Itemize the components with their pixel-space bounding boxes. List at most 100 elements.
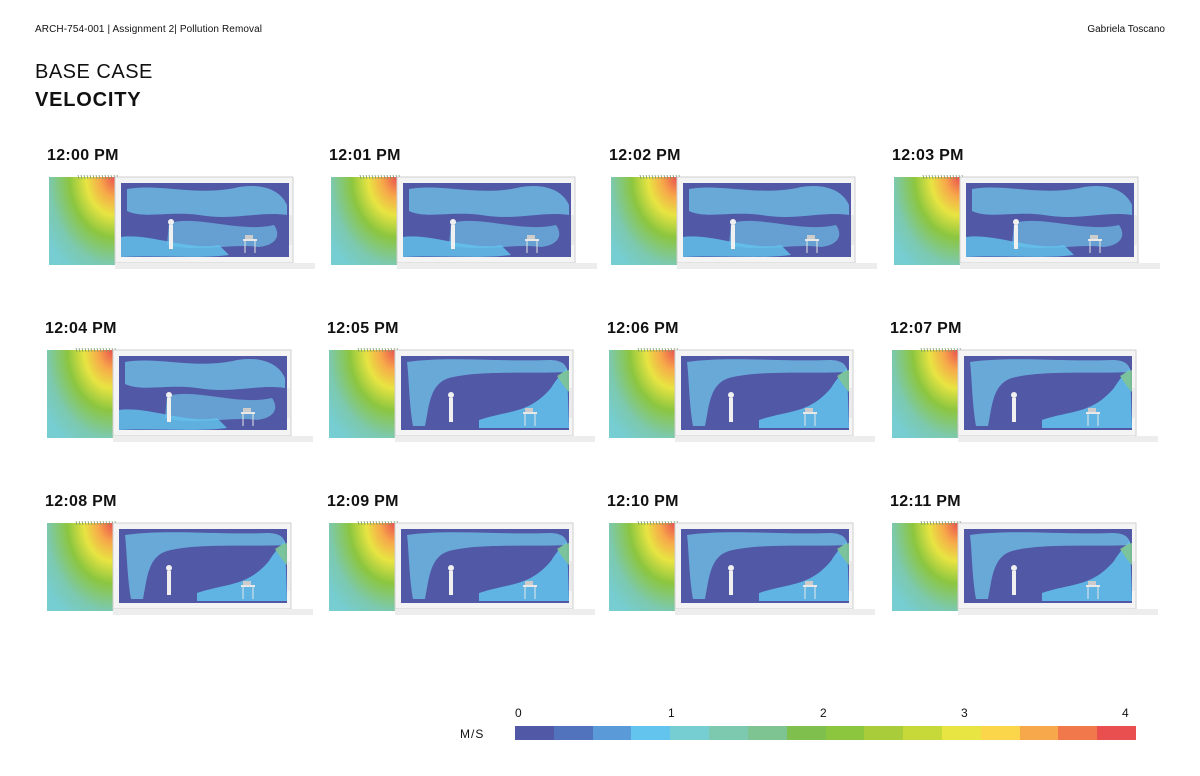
legend-tick: 1 xyxy=(668,706,675,720)
timestep-label: 12:08 PM xyxy=(45,493,117,510)
timestep-label: 12:10 PM xyxy=(607,493,679,510)
exterior-velocity-field xyxy=(329,350,395,438)
velocity-simulation-diagram xyxy=(331,175,597,269)
exterior-velocity-field xyxy=(331,177,397,265)
floor-slab xyxy=(958,609,1158,615)
floor-slab xyxy=(677,263,877,269)
velocity-simulation-diagram xyxy=(892,348,1158,442)
legend-swatch xyxy=(825,726,865,740)
legend-tick: 0 xyxy=(515,706,522,720)
timestep-panel: 12:07 PM xyxy=(890,320,1160,480)
timestep-panel: 12:04 PM xyxy=(45,320,315,480)
desk xyxy=(523,412,537,414)
floor-slab xyxy=(397,263,597,269)
exterior-velocity-field xyxy=(329,523,395,611)
occupant-figure xyxy=(731,225,735,249)
occupant-figure xyxy=(167,571,171,595)
timestep-label: 12:06 PM xyxy=(607,320,679,337)
occupant-figure xyxy=(729,398,733,422)
floor-slab xyxy=(675,436,875,442)
legend-swatch xyxy=(592,726,632,740)
legend-swatch xyxy=(980,726,1020,740)
desk xyxy=(805,239,819,241)
velocity-simulation-diagram xyxy=(47,348,313,442)
legend-swatch xyxy=(1058,726,1098,740)
legend-tick: 4 xyxy=(1122,706,1129,720)
occupant-figure xyxy=(451,225,455,249)
legend-swatch xyxy=(903,726,942,740)
header-author: Gabriela Toscano xyxy=(1087,24,1165,35)
legend-color-bar xyxy=(515,726,1136,740)
timestep-panel: 12:00 PM xyxy=(47,147,317,307)
velocity-simulation-diagram xyxy=(329,348,595,442)
timestep-panel: 12:08 PM xyxy=(45,493,315,653)
timestep-panel: 12:06 PM xyxy=(607,320,877,480)
velocity-simulation-diagram xyxy=(611,175,877,269)
occupant-figure xyxy=(167,398,171,422)
exterior-velocity-field xyxy=(47,350,113,438)
timestep-label: 12:03 PM xyxy=(892,147,964,164)
timestep-label: 12:09 PM xyxy=(327,493,399,510)
occupant-figure xyxy=(449,398,453,422)
legend-swatch xyxy=(786,726,826,740)
occupant-figure xyxy=(1014,225,1018,249)
legend-swatch xyxy=(1019,726,1059,740)
velocity-simulation-diagram xyxy=(892,521,1158,615)
timestep-panel: 12:10 PM xyxy=(607,493,877,653)
floor-slab xyxy=(113,609,313,615)
timestep-label: 12:04 PM xyxy=(45,320,117,337)
desk xyxy=(803,585,817,587)
legend-swatch xyxy=(631,726,671,740)
timestep-label: 12:05 PM xyxy=(327,320,399,337)
occupant-figure xyxy=(1012,398,1016,422)
legend-swatch xyxy=(747,726,787,740)
desk xyxy=(243,239,257,241)
velocity-simulation-diagram xyxy=(329,521,595,615)
floor-slab xyxy=(675,609,875,615)
desk xyxy=(525,239,539,241)
floor-slab xyxy=(958,436,1158,442)
page-subtitle: VELOCITY xyxy=(35,89,142,111)
legend-tick: 2 xyxy=(820,706,827,720)
exterior-velocity-field xyxy=(47,523,113,611)
desk xyxy=(241,412,255,414)
floor-slab xyxy=(395,609,595,615)
exterior-velocity-field xyxy=(609,523,675,611)
legend-swatch xyxy=(709,726,748,740)
velocity-simulation-diagram xyxy=(609,348,875,442)
floor-slab xyxy=(960,263,1160,269)
legend-swatch xyxy=(864,726,904,740)
exterior-velocity-field xyxy=(611,177,677,265)
timestep-panel: 12:02 PM xyxy=(609,147,879,307)
velocity-simulation-diagram xyxy=(49,175,315,269)
timestep-panel: 12:09 PM xyxy=(327,493,597,653)
timestep-panel: 12:05 PM xyxy=(327,320,597,480)
legend-tick: 3 xyxy=(961,706,968,720)
occupant-figure xyxy=(1012,571,1016,595)
desk xyxy=(241,585,255,587)
timestep-panel: 12:03 PM xyxy=(892,147,1162,307)
exterior-velocity-field xyxy=(892,523,958,611)
timestep-panel: 12:01 PM xyxy=(329,147,599,307)
desk xyxy=(523,585,537,587)
velocity-simulation-diagram xyxy=(609,521,875,615)
floor-slab xyxy=(395,436,595,442)
velocity-simulation-diagram xyxy=(894,175,1160,269)
timestep-label: 12:02 PM xyxy=(609,147,681,164)
legend-unit: M/S xyxy=(460,727,485,741)
exterior-velocity-field xyxy=(609,350,675,438)
floor-slab xyxy=(113,436,313,442)
header-course-info: ARCH-754-001 | Assignment 2| Pollution R… xyxy=(35,24,263,35)
desk xyxy=(1086,412,1100,414)
occupant-figure xyxy=(169,225,173,249)
timestep-label: 12:07 PM xyxy=(890,320,962,337)
desk xyxy=(1086,585,1100,587)
timestep-label: 12:11 PM xyxy=(890,493,961,510)
legend-swatch xyxy=(941,726,981,740)
legend-swatch xyxy=(515,726,554,740)
occupant-figure xyxy=(729,571,733,595)
desk xyxy=(803,412,817,414)
timestep-label: 12:01 PM xyxy=(329,147,401,164)
exterior-velocity-field xyxy=(894,177,960,265)
floor-slab xyxy=(115,263,315,269)
